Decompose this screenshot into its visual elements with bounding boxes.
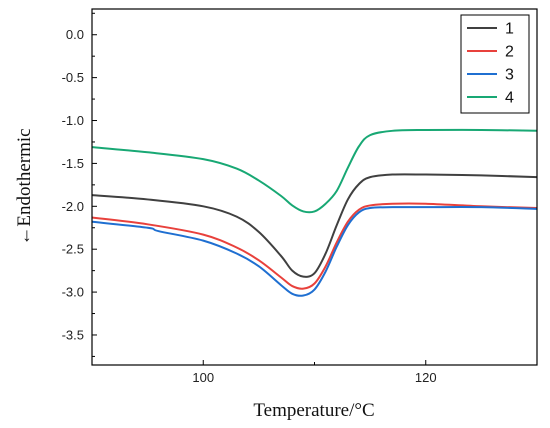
- ticks-layer: 0.0 -0.5 -1.0 -1.5 -2.0 -2.5 -3.0 -3.5 100 120: [62, 12, 538, 385]
- series-line-2: [92, 202, 537, 290]
- y-tick-label: 0.0: [66, 27, 84, 42]
- legend-label-1: 1: [505, 21, 514, 38]
- series-group: [92, 128, 537, 297]
- series-layer: [92, 128, 537, 297]
- series-line-4: [92, 128, 537, 214]
- legend-label-2: 2: [505, 44, 514, 61]
- y-tick-label: -2.0: [62, 199, 84, 214]
- x-axis-title: Temperature/°C: [253, 400, 374, 421]
- y-tick-label: -3.5: [62, 327, 84, 342]
- y-tick-label: -1.0: [62, 113, 84, 128]
- y-tick-label: -0.5: [62, 70, 84, 85]
- y-tick-label: -2.5: [62, 242, 84, 257]
- y-tick-label: -3.0: [62, 285, 84, 300]
- x-tick-label: 100: [192, 370, 214, 385]
- series-line-3: [92, 206, 537, 297]
- legend: 1 2 3 4: [460, 14, 530, 114]
- y-tick-label: -1.5: [62, 156, 84, 171]
- series-line-1: [92, 173, 537, 278]
- x-tick-label: 120: [415, 370, 437, 385]
- legend-box: [460, 14, 530, 114]
- legend-label-4: 4: [505, 90, 514, 107]
- legend-label-3: 3: [505, 67, 514, 84]
- y-axis-title: ←Endothermic: [14, 128, 35, 245]
